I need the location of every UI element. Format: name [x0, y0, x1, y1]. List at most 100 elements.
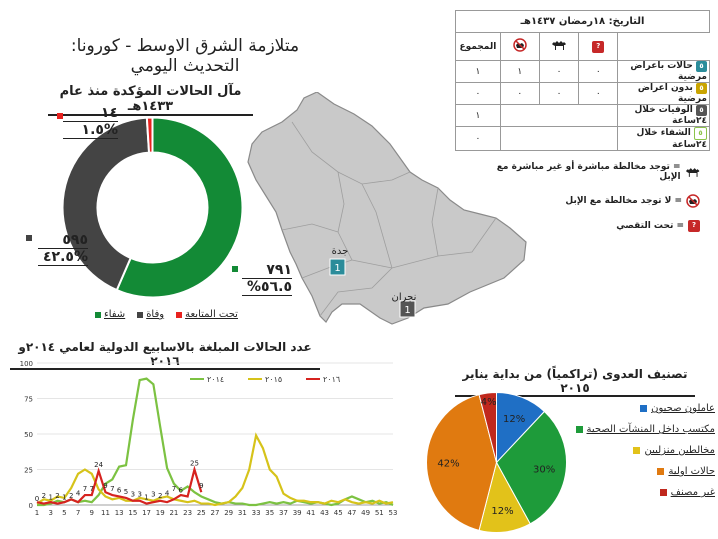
- red-pct: ١.٥%: [63, 122, 118, 139]
- pie-slice-label: 42%: [437, 459, 459, 470]
- x-tick-label: 17: [142, 509, 151, 517]
- row-camel: ٠: [538, 60, 580, 83]
- row-unknown: ٠: [578, 60, 619, 83]
- row-label: الوفيات خلال ٢٤ساعة: [634, 105, 708, 126]
- point-label: 1: [62, 494, 66, 502]
- pie-slice: [495, 410, 567, 525]
- x-tick-label: 21: [169, 509, 178, 517]
- pie-chart-title: تصنيف العدوى (تراكمياً) من بداية يناير ٢…: [455, 367, 695, 397]
- najran-label: نجران: [392, 292, 417, 303]
- legend-swatch: [575, 426, 583, 433]
- pie-slice-label: 30%: [533, 465, 555, 476]
- no-camel-icon: [686, 194, 700, 208]
- point-label: 2: [42, 492, 46, 500]
- donut-label-dark: ٥٩٥ ٤٢.٥%: [38, 232, 88, 266]
- jeddah-label: جدة: [332, 246, 349, 257]
- stats-row: ٥ حالات باعراض مرضية ٠ ٠ ١ ١: [455, 60, 710, 83]
- line-series-٢٠١٤: [37, 377, 394, 507]
- camel-header: [538, 32, 580, 61]
- main-title-line2: التحديث اليومي: [130, 56, 240, 76]
- y-tick-label: 75: [24, 396, 33, 404]
- x-tick-label: 3: [48, 509, 52, 517]
- main-title: متلازمة الشرق الاوسط - كورونا: التحديث ا…: [60, 36, 310, 76]
- x-tick-label: 45: [334, 509, 343, 517]
- pie-slice-label: 4%: [481, 397, 497, 408]
- x-tick-label: 53: [389, 509, 398, 517]
- main-title-line1: متلازمة الشرق الاوسط - كورونا:: [70, 36, 300, 56]
- donut-chart: [61, 116, 244, 299]
- point-label: 4: [165, 489, 170, 497]
- pie-legend-item: غير مصنف: [575, 487, 715, 498]
- x-tick-label: 47: [347, 509, 356, 517]
- x-tick-label: 37: [279, 509, 288, 517]
- stats-row: ٥ بدون اعراض مرضية ٠ ٠ ٠ ٠: [455, 82, 710, 105]
- line-series-٢٠١٥: [36, 432, 394, 507]
- point-label: 1: [144, 494, 148, 502]
- pie-slice: [478, 391, 497, 463]
- legend-question: ? = تحت التقصي: [480, 220, 700, 232]
- legend-swatch: [137, 311, 144, 318]
- x-tick-label: 23: [183, 509, 192, 517]
- dark-pct: ٤٢.٥%: [38, 249, 88, 266]
- x-tick-label: 7: [76, 509, 80, 517]
- pie-legend: عاملون صحيون مكتسب داخل المنشآت الصحية م…: [575, 403, 715, 498]
- point-label: 7: [90, 485, 94, 493]
- row-camel: ٠: [538, 82, 580, 105]
- row-total: ١: [455, 60, 501, 83]
- pie-slice: [426, 394, 498, 531]
- camel-legend: = توجد مخالطة مباشرة أو غير مباشرة مع ال…: [480, 162, 700, 232]
- point-label: 6: [117, 486, 122, 494]
- stats-row: ٥ الوفيات خلال ٢٤ساعة ١: [455, 104, 710, 127]
- pie-legend-item: عاملون صحيون: [575, 403, 715, 414]
- legend-no-camel: = لا توجد مخالطة مع الإبل: [480, 194, 700, 208]
- point-label: 0: [35, 495, 39, 503]
- no-camel-header: [499, 32, 540, 61]
- line-chart-title: عدد الحالات المبلغة بالاسابيع الدولية لع…: [10, 340, 320, 370]
- recovered-icon: ٥: [694, 127, 707, 140]
- deaths-icon: ٥: [696, 105, 707, 116]
- point-label: 5: [124, 488, 128, 496]
- green-pct: %٥٦.٥: [242, 279, 292, 296]
- red-count: ١٤: [63, 105, 118, 122]
- donut-slice: [61, 116, 151, 292]
- point-label: 3: [151, 491, 155, 499]
- point-label: 6: [179, 486, 184, 494]
- green-count: ٧٩١: [242, 262, 292, 279]
- green-marker-icon: [232, 266, 238, 272]
- x-tick-label: 9: [90, 509, 94, 517]
- row-total: ٠: [455, 126, 501, 151]
- najran-marker[interactable]: 1: [399, 300, 416, 318]
- legend-series-label: ٢٠١٤: [207, 375, 224, 384]
- legend-series-label: ٢٠١٥: [265, 375, 282, 384]
- legend-swatch: [95, 311, 101, 318]
- x-tick-label: 33: [252, 509, 261, 517]
- row-label: الشفاء خلال ٢٤ساعة: [636, 128, 707, 150]
- legend-series-label: ٢٠١٦: [323, 375, 340, 384]
- x-tick-label: 51: [375, 509, 384, 517]
- row-unknown: ٠: [578, 82, 619, 105]
- legend-monitoring: تحت المتابعة: [176, 309, 238, 320]
- x-tick-label: 29: [224, 509, 233, 517]
- x-tick-label: 35: [265, 509, 274, 517]
- y-tick-label: 0: [29, 502, 33, 510]
- x-tick-label: 27: [211, 509, 220, 517]
- row-no-camel: ٠: [499, 82, 540, 105]
- x-tick-label: 31: [238, 509, 247, 517]
- jeddah-count: 1: [334, 263, 340, 274]
- y-tick-label: 25: [24, 467, 33, 475]
- saudi-map: 1 جدة 1 نجران: [247, 92, 527, 325]
- point-label: 4: [76, 489, 81, 497]
- point-label: 7: [172, 485, 176, 493]
- stats-panel: التاريخ: ١٨رمضان ١٤٣٧هـ ? المجموع ٥ حالا…: [455, 10, 710, 151]
- legend-swatch: [633, 447, 641, 454]
- symptomatic-icon: ٥: [696, 61, 707, 72]
- jeddah-marker[interactable]: 1: [329, 258, 346, 276]
- dark-count: ٥٩٥: [38, 232, 88, 249]
- x-tick-label: 15: [128, 509, 137, 517]
- point-label: 9: [199, 482, 203, 490]
- pie-legend-item: مكتسب داخل المنشآت الصحية: [575, 424, 715, 435]
- total-header: المجموع: [455, 32, 501, 61]
- donut-label-red: ١٤ ١.٥%: [63, 105, 118, 139]
- legend-swatch: [640, 405, 648, 412]
